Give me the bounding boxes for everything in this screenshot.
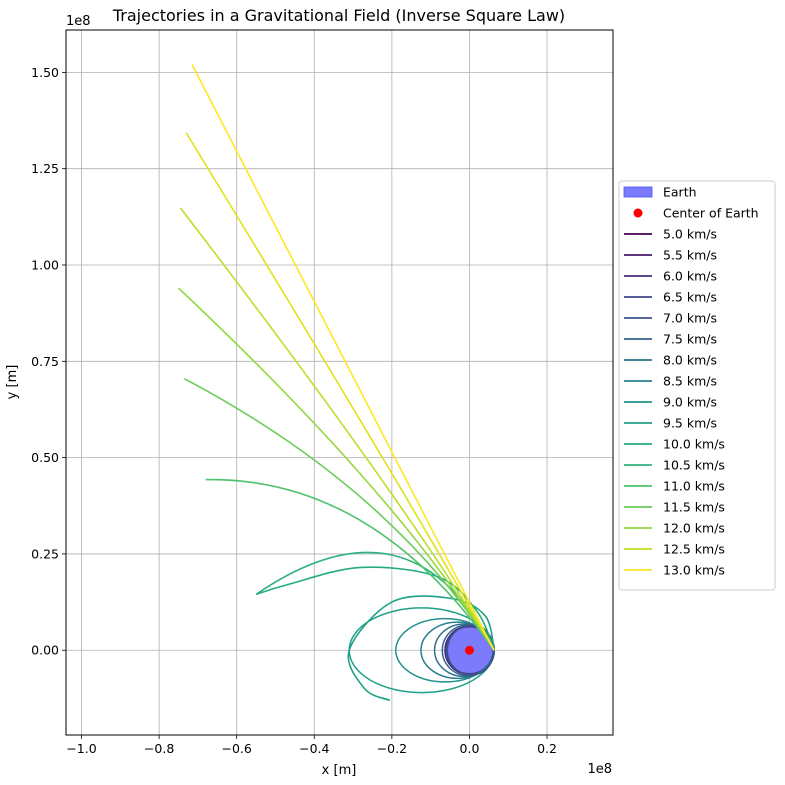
x-tick-label: −1.0 [66, 741, 96, 756]
grid [66, 30, 613, 735]
x-axis-label: x [m] [322, 763, 357, 778]
legend-label: 5.5 km/s [663, 248, 717, 263]
y-tick-label: 0.75 [31, 354, 59, 369]
legend-label: 10.0 km/s [663, 437, 725, 452]
data-layer [177, 64, 495, 702]
legend-label: 7.5 km/s [663, 332, 717, 347]
plot-frame [65, 29, 614, 736]
legend-label: 6.5 km/s [663, 290, 717, 305]
legend-label: 5.0 km/s [663, 227, 717, 242]
legend-label: 11.5 km/s [663, 500, 725, 515]
open-orbit-line [347, 595, 495, 702]
legend-label: 11.0 km/s [663, 479, 725, 494]
x-tick-label: −0.2 [377, 741, 407, 756]
chart-title: Trajectories in a Gravitational Field (I… [112, 6, 565, 25]
legend: Earth Center of Earth 5.0 km/s 5.5 km/s 6.0 … [618, 180, 776, 591]
legend-swatch [623, 186, 653, 198]
orbit-line [445, 626, 494, 675]
y-tick-label: 0.00 [31, 643, 59, 658]
escape-trajectory-line [191, 64, 495, 651]
x-tick-label: −0.8 [144, 741, 174, 756]
x-tick-label: −0.4 [299, 741, 329, 756]
legend-label: 13.0 km/s [663, 563, 725, 578]
legend-swatch [633, 208, 643, 218]
y-tick-label: 1.25 [31, 161, 59, 176]
y-tick-label: 1.00 [31, 258, 59, 273]
legend-label: 8.0 km/s [663, 353, 717, 368]
legend-label: 12.0 km/s [663, 521, 725, 536]
escape-trajectory-line [179, 207, 495, 651]
y-axis: 0.00 0.25 0.50 0.75 1.00 1.25 1.50 [31, 65, 66, 658]
plot-area [66, 30, 613, 735]
legend-label: 9.0 km/s [663, 395, 717, 410]
legend-label: 8.5 km/s [663, 374, 717, 389]
escape-trajectory-line [185, 132, 495, 651]
escape-trajectory-line [177, 287, 495, 651]
legend-label: 7.0 km/s [663, 311, 717, 326]
legend-label: 9.5 km/s [663, 416, 717, 431]
x-tick-label: 0.2 [537, 741, 557, 756]
legend-label: Earth [663, 185, 697, 200]
y-axis-label: y [m] [5, 365, 20, 400]
y-offset-label: 1e8 [66, 14, 91, 29]
escape-trajectory-line [183, 377, 495, 651]
y-tick-label: 0.50 [31, 450, 59, 465]
legend-label: Center of Earth [663, 206, 759, 221]
legend-label: 6.0 km/s [663, 269, 717, 284]
x-tick-label: 0.0 [460, 741, 480, 756]
legend-frame [618, 180, 776, 591]
y-tick-label: 1.50 [31, 65, 59, 80]
x-axis: −1.0 −0.8 −0.6 −0.4 −0.2 0.0 0.2 [66, 735, 557, 756]
earth-center-marker [464, 645, 474, 655]
x-offset-label: 1e8 [587, 762, 612, 777]
x-tick-label: −0.6 [222, 741, 252, 756]
escape-trajectory-line [205, 478, 495, 651]
legend-label: 12.5 km/s [663, 542, 725, 557]
legend-label: 10.5 km/s [663, 458, 725, 473]
escape-arc-line [255, 566, 495, 651]
y-tick-label: 0.25 [31, 546, 59, 561]
